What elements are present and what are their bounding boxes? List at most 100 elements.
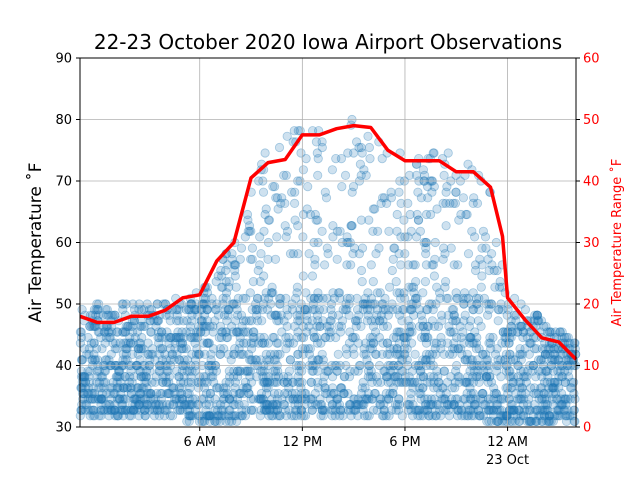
scatter-point: [94, 394, 104, 404]
scatter-point: [317, 226, 327, 236]
scatter-point: [379, 411, 389, 421]
scatter-point: [351, 316, 361, 326]
scatter-point: [274, 293, 285, 303]
scatter-point: [147, 399, 157, 410]
scatter-point: [287, 377, 297, 387]
scatter-point: [148, 405, 159, 415]
scatter-point: [464, 338, 475, 348]
scatter-point: [269, 388, 280, 399]
scatter-point: [537, 394, 548, 404]
scatter-point: [364, 411, 374, 421]
scatter-point: [327, 372, 338, 382]
scatter-point: [289, 321, 300, 331]
scatter-point: [301, 394, 311, 404]
scatter-point: [443, 148, 453, 158]
scatter-point: [332, 254, 342, 264]
scatter-point: [564, 355, 574, 365]
scatter-point: [255, 232, 265, 242]
scatter-point: [552, 411, 562, 421]
scatter-point: [157, 355, 167, 365]
scatter-point: [489, 411, 499, 421]
scatter-point: [441, 187, 451, 197]
scatter-point: [427, 187, 437, 197]
scatter-point: [367, 377, 377, 387]
scatter-point: [501, 366, 511, 376]
scatter-point: [411, 232, 422, 242]
scatter-point: [516, 411, 526, 421]
scatter-point: [439, 366, 449, 376]
scatter-point: [483, 394, 493, 404]
scatter-point: [156, 394, 166, 404]
scatter-point: [555, 405, 565, 415]
scatter-point: [272, 405, 282, 415]
scatter-point: [142, 388, 152, 399]
scatter-point: [305, 209, 316, 220]
scatter-point: [232, 394, 242, 404]
scatter-point: [463, 405, 473, 415]
scatter-point: [259, 366, 269, 376]
scatter-point: [437, 394, 447, 404]
scatter-point: [108, 338, 118, 348]
scatter-point: [515, 344, 525, 354]
scatter-point: [96, 405, 106, 415]
scatter-point: [509, 355, 519, 365]
scatter-point: [312, 366, 323, 376]
scatter-point: [406, 338, 417, 348]
scatter-point: [244, 221, 255, 231]
scatter-point: [542, 405, 552, 415]
scatter-point: [113, 411, 124, 421]
scatter-point: [486, 344, 496, 354]
scatter-point: [536, 355, 546, 365]
scatter-point: [232, 327, 242, 337]
scatter-point: [315, 399, 326, 410]
scatter-point: [84, 344, 94, 354]
scatter-point: [394, 377, 404, 387]
scatter-point: [405, 304, 415, 315]
scatter-point: [219, 394, 229, 404]
scatter-point: [158, 399, 168, 410]
scatter-point: [128, 399, 138, 410]
scatter-point: [377, 349, 387, 359]
scatter-point: [467, 226, 477, 236]
range-series-line: [79, 123, 578, 361]
scatter-point: [407, 366, 417, 376]
scatter-point: [287, 187, 297, 197]
scatter-point: [525, 338, 535, 348]
scatter-point: [222, 332, 232, 343]
scatter-point: [370, 316, 381, 326]
scatter-point: [512, 327, 523, 337]
scatter-point: [553, 405, 563, 415]
scatter-point: [536, 355, 546, 365]
scatter-point: [271, 405, 281, 415]
scatter-point: [353, 394, 363, 404]
scatter-point: [243, 366, 253, 376]
scatter-point: [561, 332, 572, 343]
scatter-point: [225, 405, 235, 415]
scatter-point: [344, 310, 354, 320]
scatter-point: [238, 293, 248, 303]
scatter-point: [414, 383, 424, 393]
scatter-point: [438, 394, 449, 404]
scatter-point: [350, 332, 360, 343]
scatter-point: [418, 372, 428, 382]
scatter-point: [394, 394, 404, 404]
scatter-point: [314, 304, 324, 315]
scatter-point: [468, 394, 478, 404]
scatter-point: [476, 394, 486, 404]
scatter-point: [184, 388, 194, 399]
scatter-point: [262, 377, 272, 387]
scatter-point: [298, 271, 308, 281]
scatter-point: [543, 372, 553, 382]
scatter-point: [336, 383, 346, 393]
scatter-point: [276, 293, 286, 303]
scatter-point: [526, 416, 536, 426]
scatter-point: [486, 377, 497, 387]
scatter-point: [555, 366, 565, 376]
scatter-point: [230, 271, 240, 281]
scatter-point: [93, 327, 103, 337]
scatter-point: [376, 377, 386, 387]
scatter-point: [300, 304, 310, 315]
scatter-point: [203, 411, 214, 421]
scatter-point: [510, 416, 520, 426]
scatter-point: [270, 254, 281, 264]
